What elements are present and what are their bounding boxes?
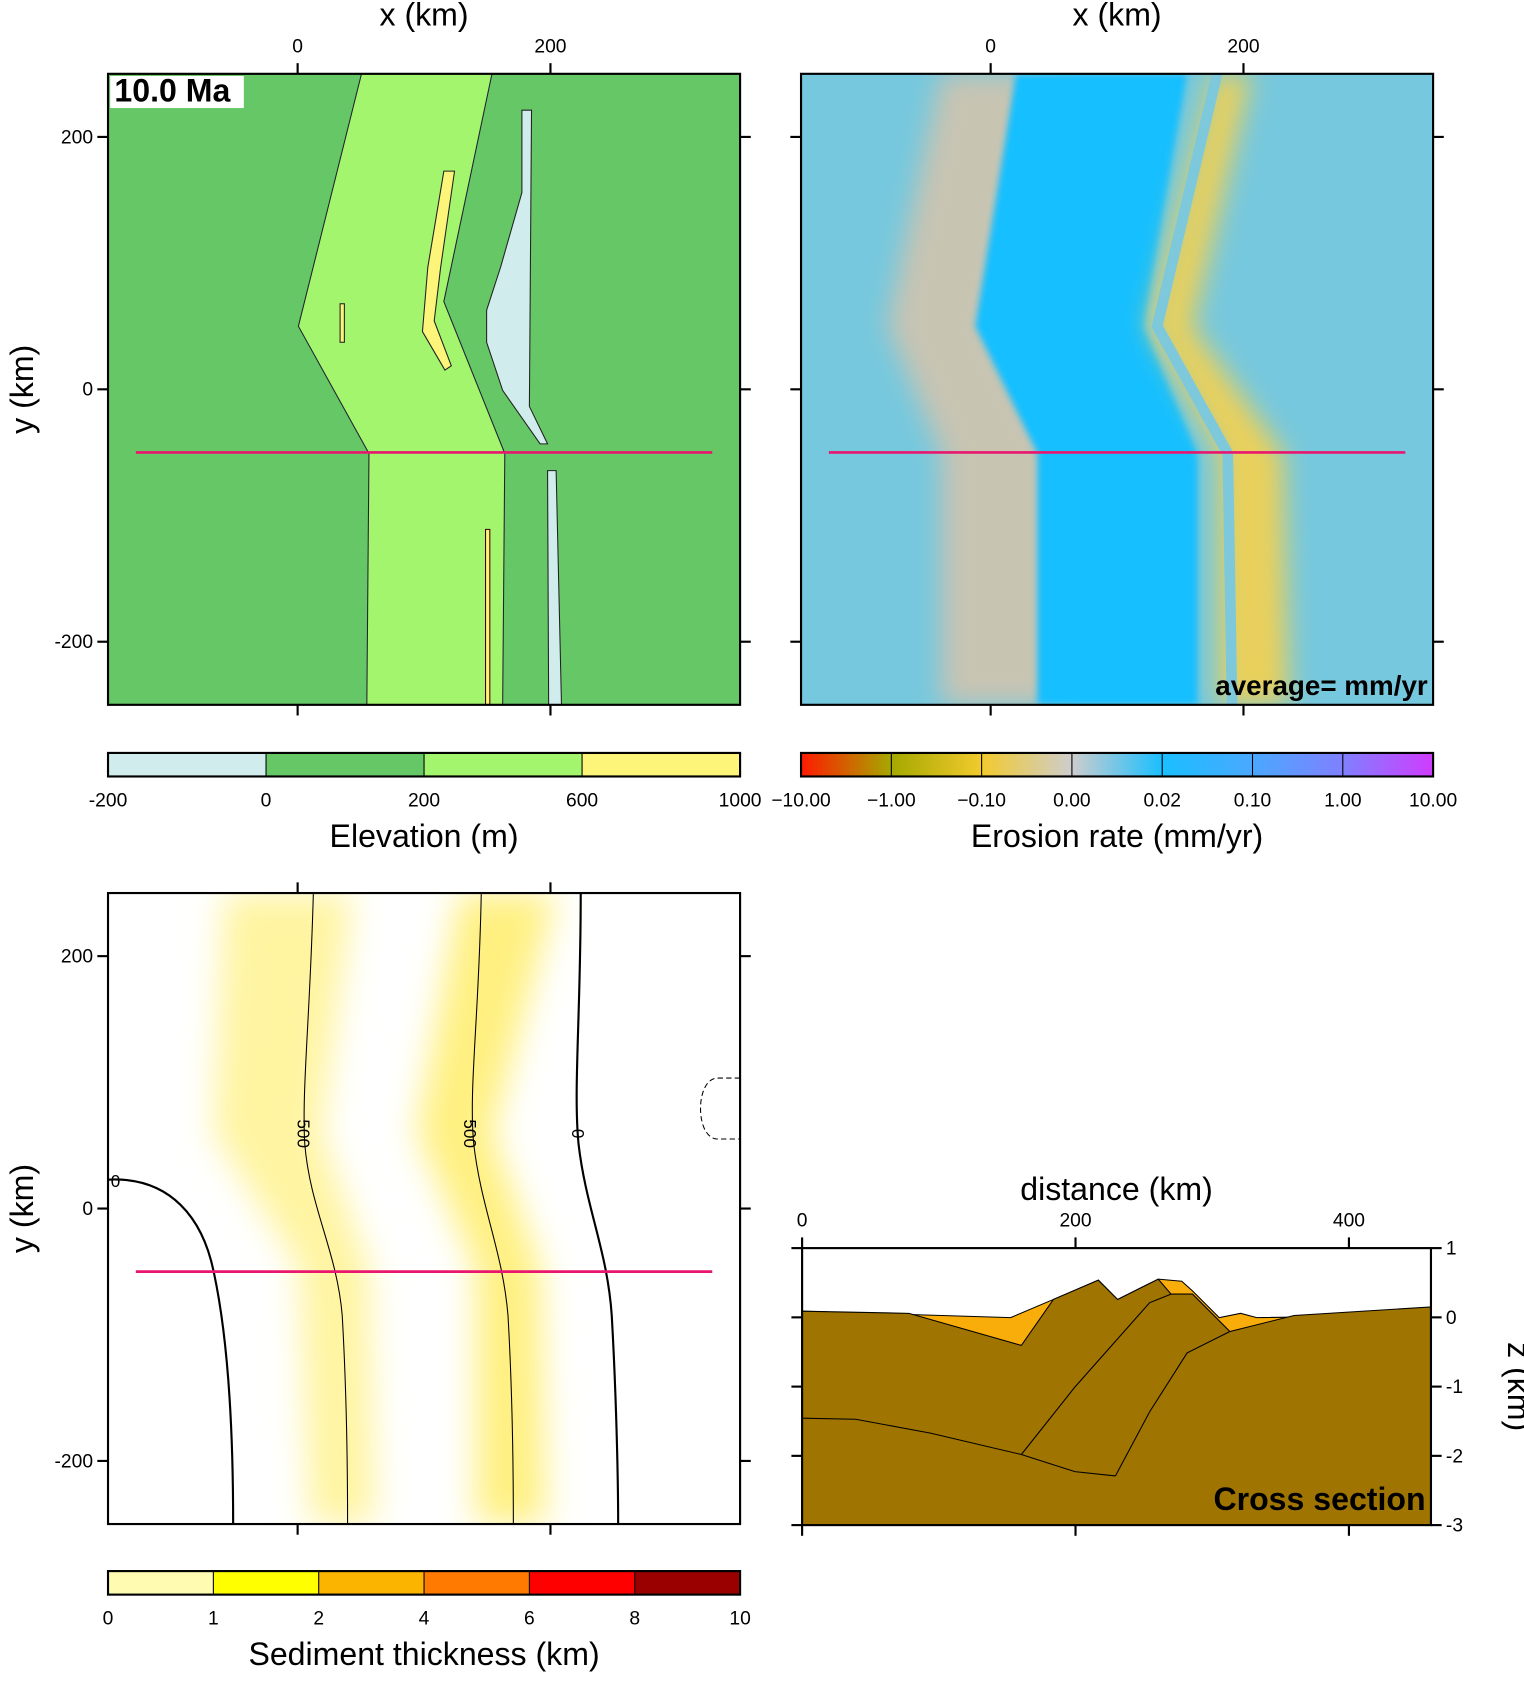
colorbar-tick-label: 4 bbox=[419, 1609, 430, 1630]
y-axis-label: z (km) bbox=[1501, 1342, 1524, 1431]
contour-label: 500 bbox=[460, 1119, 479, 1148]
colorbar-segment bbox=[108, 1571, 214, 1595]
x-axis-label: distance (km) bbox=[1020, 1171, 1213, 1207]
contour-labels: 0 500 500 0 bbox=[111, 1119, 587, 1191]
colorbar-label: Sediment thickness (km) bbox=[248, 1636, 599, 1672]
colorbar-segment bbox=[634, 1571, 741, 1595]
y-tick-label: 0 bbox=[82, 380, 93, 401]
annotation: average= mm/yr bbox=[1215, 670, 1428, 701]
colorbar-segment bbox=[529, 1571, 635, 1595]
colorbar-tick-label: −10.00 bbox=[771, 790, 830, 811]
y-tick-label: -1 bbox=[1446, 1377, 1463, 1398]
colorbar-tick-label: 10.00 bbox=[1409, 790, 1457, 811]
colorbar-segment bbox=[108, 752, 267, 777]
x-axis-label: x (km) bbox=[380, 0, 469, 33]
y-tick-label: 1 bbox=[1446, 1239, 1457, 1260]
colorbar-tick-label: -200 bbox=[89, 790, 128, 811]
colorbar-segment bbox=[318, 1571, 425, 1595]
colorbar-fill bbox=[801, 752, 1434, 777]
colorbar-segment bbox=[213, 1571, 319, 1595]
colorbar-tick-label: 0.02 bbox=[1143, 790, 1180, 811]
y-axis-label: y (km) bbox=[4, 1164, 40, 1253]
colorbar-tick-label: 8 bbox=[629, 1609, 640, 1630]
colorbar-tick-label: 200 bbox=[408, 790, 440, 811]
colorbar-tick-label: −1.00 bbox=[867, 790, 916, 811]
y-tick-label: 200 bbox=[61, 127, 93, 148]
colorbar-segment bbox=[266, 752, 425, 777]
x-tick-label: 200 bbox=[1227, 36, 1259, 57]
y-tick-label: -200 bbox=[55, 632, 94, 653]
x-tick-label: 200 bbox=[534, 36, 566, 57]
colorbar-tick-label: 0 bbox=[261, 790, 272, 811]
colorbar-tick-label: 2 bbox=[313, 1609, 324, 1630]
colorbar-tick-label: 1000 bbox=[719, 790, 762, 811]
y-tick-label: -3 bbox=[1446, 1516, 1463, 1537]
y-axis-label: y (km) bbox=[4, 345, 40, 434]
colorbar-label: Elevation (m) bbox=[330, 818, 519, 854]
x-tick-label: 200 bbox=[1059, 1211, 1091, 1232]
contour-label: 500 bbox=[293, 1119, 312, 1148]
label-box bbox=[110, 75, 244, 109]
elevation-map bbox=[108, 73, 741, 705]
colorbar-tick-label: 1.00 bbox=[1324, 790, 1361, 811]
colorbar-tick-label: 600 bbox=[566, 790, 598, 811]
colorbar-segment bbox=[424, 752, 583, 777]
annotation: Cross section bbox=[1213, 1481, 1425, 1517]
x-tick-label: 400 bbox=[1333, 1211, 1365, 1232]
y-tick-label: -200 bbox=[55, 1451, 94, 1472]
x-tick-label: 0 bbox=[985, 36, 996, 57]
contour-label: 0 bbox=[568, 1129, 587, 1139]
colorbar-tick-label: 0.10 bbox=[1234, 790, 1271, 811]
colorbar-tick-label: 0 bbox=[103, 1609, 114, 1630]
y-tick-label: 0 bbox=[1446, 1308, 1457, 1329]
time-label: 10.0 Ma bbox=[114, 73, 231, 109]
colorbar-tick-label: 0.00 bbox=[1053, 790, 1090, 811]
cross-section-body bbox=[801, 1248, 1432, 1526]
erosion-map bbox=[801, 73, 1434, 705]
x-tick-label: 0 bbox=[797, 1211, 808, 1232]
colorbar-tick-label: −0.10 bbox=[957, 790, 1006, 811]
x-tick-label: 0 bbox=[292, 36, 303, 57]
y-tick-label: 200 bbox=[61, 947, 93, 968]
y-tick-label: -2 bbox=[1446, 1446, 1463, 1467]
colorbar-segment bbox=[424, 1571, 530, 1595]
colorbar-tick-label: 1 bbox=[208, 1609, 219, 1630]
colorbar-tick-label: 10 bbox=[729, 1609, 750, 1630]
x-axis-label: x (km) bbox=[1073, 0, 1162, 33]
colorbar-tick-label: 6 bbox=[524, 1609, 535, 1630]
sediment-map bbox=[108, 893, 741, 1525]
y-tick-label: 0 bbox=[82, 1199, 93, 1220]
colorbar-label: Erosion rate (mm/yr) bbox=[971, 818, 1263, 854]
contour-label: 0 bbox=[111, 1172, 121, 1191]
colorbar-segment bbox=[582, 752, 741, 777]
